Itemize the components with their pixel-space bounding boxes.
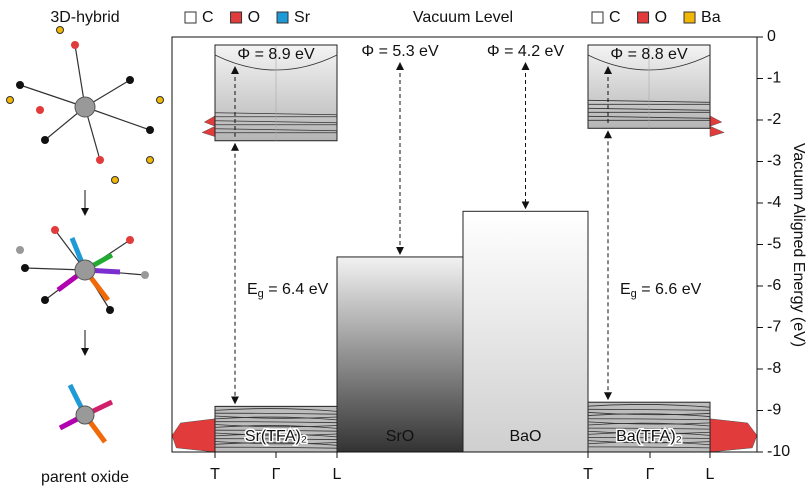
material-label: BaO — [509, 428, 541, 445]
dos-o — [710, 419, 757, 452]
molecule-panel: 3D-hybrid parent oxide — [7, 9, 164, 486]
side-label-bottom: parent oxide — [41, 469, 129, 486]
dos-o — [172, 419, 215, 452]
y-tick-label: -3 — [767, 153, 781, 170]
legend-swatch — [592, 12, 603, 23]
material-label: Sr(TFA)₂ — [245, 428, 307, 445]
band-bar — [337, 257, 463, 452]
legend-label: O — [655, 9, 667, 26]
figure: 3D-hybrid parent oxide Vacuum Level Vacu… — [0, 0, 811, 490]
legend-swatch — [638, 12, 649, 23]
x-tick-label: Γ — [272, 466, 281, 483]
x-tick-label: Γ — [646, 466, 655, 483]
legend-swatch — [231, 12, 242, 23]
x-tick-label: L — [333, 466, 342, 483]
gap-label: Eg = 6.6 eV — [620, 281, 702, 300]
y-tick-label: -1 — [767, 70, 781, 87]
x-tick-label: T — [210, 466, 220, 483]
gap-label: Eg = 6.4 eV — [247, 281, 329, 300]
y-tick-label: -8 — [767, 360, 781, 377]
work-function-label: Φ = 8.9 eV — [237, 46, 315, 63]
y-axis-label: Vacuum Aligned Energy (eV) — [790, 143, 807, 347]
legend-label: C — [609, 9, 621, 26]
plot-area: Φ = 8.9 eV Eg = 6.4 eV Sr(TFA)₂ Φ = 5.3 eV S… — [172, 28, 790, 483]
x-tick-label: L — [706, 466, 715, 483]
y-tick-label: -10 — [767, 443, 790, 460]
y-tick-label: -2 — [767, 111, 781, 128]
dos-o — [710, 116, 724, 137]
legend-swatch — [185, 12, 196, 23]
material-label: SrO — [386, 428, 414, 445]
work-function-label: Φ = 4.2 eV — [487, 43, 565, 60]
legend-label: O — [248, 9, 260, 26]
side-label-top: 3D-hybrid — [50, 9, 119, 26]
legend-label: Ba — [701, 9, 721, 26]
material-label: Ba(TFA)₂ — [616, 428, 682, 445]
y-tick-label: -7 — [767, 319, 781, 336]
chart-title: Vacuum Level — [413, 9, 513, 26]
y-tick-label: -9 — [767, 402, 781, 419]
y-tick-label: 0 — [767, 28, 776, 45]
legend-label: C — [202, 9, 214, 26]
legend-label: Sr — [294, 9, 311, 26]
dos-o — [202, 116, 215, 137]
band-bar — [463, 211, 588, 452]
y-tick-label: -4 — [767, 194, 781, 211]
x-tick-label: T — [583, 466, 593, 483]
legend-swatch — [277, 12, 288, 23]
legend-swatch — [684, 12, 695, 23]
work-function-label: Φ = 8.8 eV — [610, 46, 688, 63]
y-tick-label: -5 — [767, 236, 781, 253]
y-tick-label: -6 — [767, 277, 781, 294]
work-function-label: Φ = 5.3 eV — [361, 43, 439, 60]
